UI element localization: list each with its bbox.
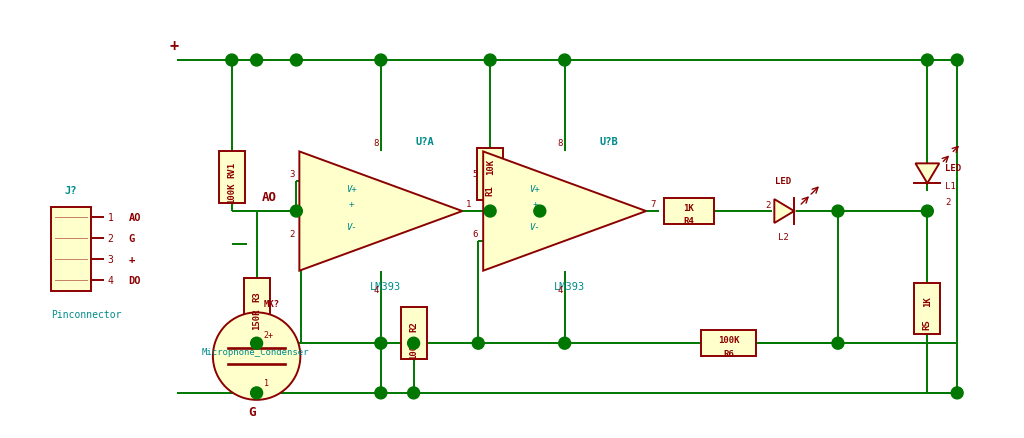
Text: DO: DO [542, 191, 557, 204]
Text: 5: 5 [473, 170, 478, 179]
Text: LM393: LM393 [371, 281, 401, 291]
Text: +: + [128, 255, 135, 265]
Text: G: G [248, 405, 255, 418]
Text: 1K: 1K [923, 295, 932, 306]
Text: V+: V+ [346, 185, 356, 194]
Text: +: + [348, 200, 353, 208]
Circle shape [922, 55, 933, 67]
Text: LM393: LM393 [554, 281, 586, 291]
Circle shape [559, 55, 570, 67]
Text: +: + [532, 200, 538, 208]
Circle shape [472, 337, 484, 350]
Text: 2: 2 [766, 201, 771, 210]
Circle shape [251, 337, 262, 350]
Text: L2: L2 [778, 232, 788, 241]
Text: U?B: U?B [599, 137, 618, 147]
Text: 1: 1 [108, 212, 114, 223]
Text: G: G [128, 234, 135, 244]
Circle shape [484, 205, 496, 218]
Circle shape [226, 55, 238, 67]
Text: V-: V- [346, 223, 356, 231]
Circle shape [375, 55, 387, 67]
Text: Pinconnector: Pinconnector [51, 309, 122, 319]
Circle shape [408, 337, 420, 350]
Text: RV1: RV1 [227, 162, 237, 178]
Text: LED: LED [775, 177, 792, 186]
Circle shape [213, 313, 300, 400]
Text: 1K: 1K [683, 203, 694, 212]
Polygon shape [299, 152, 462, 271]
Polygon shape [774, 200, 795, 223]
Text: 2: 2 [945, 197, 950, 206]
Text: U?A: U?A [416, 137, 434, 147]
Bar [664, 199, 714, 224]
Text: 4: 4 [373, 285, 379, 294]
Circle shape [375, 387, 387, 399]
Text: DO: DO [128, 276, 141, 286]
Text: 8: 8 [373, 139, 379, 148]
Bar [477, 149, 503, 201]
Circle shape [291, 55, 302, 67]
Bar [244, 278, 269, 329]
Circle shape [408, 387, 420, 399]
Text: 4: 4 [557, 285, 562, 294]
Text: 150R: 150R [252, 308, 261, 329]
Text: 2: 2 [289, 230, 294, 238]
Circle shape [559, 337, 570, 350]
Text: LED: LED [945, 163, 962, 173]
Text: R2: R2 [410, 320, 418, 331]
Circle shape [534, 205, 546, 218]
Bar [219, 152, 245, 204]
Text: 4: 4 [108, 276, 114, 286]
Text: 2+: 2+ [263, 330, 273, 339]
Text: 100K: 100K [718, 335, 739, 344]
Polygon shape [483, 152, 646, 271]
Text: Microphone_Condenser: Microphone_Condenser [202, 347, 309, 356]
Circle shape [922, 205, 933, 218]
Text: 2: 2 [108, 234, 114, 244]
Circle shape [251, 55, 262, 67]
Text: 100K: 100K [410, 338, 418, 359]
Bar [914, 283, 940, 335]
Text: J?: J? [65, 185, 77, 195]
Bar [700, 331, 757, 356]
Circle shape [375, 337, 387, 350]
Text: 1: 1 [263, 378, 268, 387]
Text: R1: R1 [485, 184, 495, 195]
Text: 7: 7 [650, 200, 655, 208]
Text: 6: 6 [473, 230, 478, 238]
Text: +: + [169, 39, 178, 54]
Circle shape [831, 205, 844, 218]
Bar [400, 308, 427, 359]
Text: MK?: MK? [263, 300, 280, 309]
Text: AO: AO [128, 212, 141, 223]
Text: V-: V- [529, 223, 541, 231]
Circle shape [951, 387, 964, 399]
Circle shape [291, 205, 302, 218]
Text: 3: 3 [289, 170, 294, 179]
Text: R6: R6 [723, 349, 734, 358]
Text: V+: V+ [529, 185, 541, 194]
Circle shape [251, 387, 262, 399]
Text: 3: 3 [108, 255, 114, 265]
Text: R4: R4 [683, 217, 694, 226]
Polygon shape [915, 164, 939, 184]
Text: 10K: 10K [485, 159, 495, 175]
Text: 8: 8 [557, 139, 562, 148]
Circle shape [831, 337, 844, 350]
Text: 100K: 100K [227, 182, 237, 204]
Circle shape [951, 55, 964, 67]
Text: R5: R5 [923, 318, 932, 329]
Text: L1: L1 [945, 181, 956, 190]
Text: R3: R3 [252, 290, 261, 301]
Text: AO: AO [261, 191, 276, 204]
Circle shape [484, 55, 496, 67]
Text: 1: 1 [466, 200, 472, 208]
Bar [51, 207, 91, 291]
